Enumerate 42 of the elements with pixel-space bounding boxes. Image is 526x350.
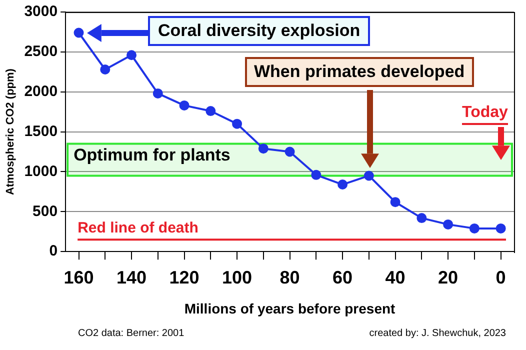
x-tick-label: 160 <box>64 267 94 288</box>
point <box>284 146 295 157</box>
point <box>364 170 374 181</box>
x-tick-label: 40 <box>385 267 406 288</box>
annotation: Coral diversity explosion <box>148 16 370 46</box>
x-tick-label: 140 <box>116 267 147 288</box>
point <box>443 219 454 230</box>
point <box>152 88 163 98</box>
annotation: When primates developed <box>245 57 474 87</box>
text: created by: J. Shewchuk, 2023 <box>369 328 506 339</box>
point <box>258 144 268 154</box>
point <box>469 223 480 234</box>
point <box>416 213 427 224</box>
y-tick-label: 1500 <box>24 122 58 140</box>
y-tick-label: 2500 <box>24 43 58 60</box>
y-tick-label: 3000 <box>24 3 58 20</box>
text: CO2 data: Berner: 2001 <box>78 328 184 339</box>
x-axis-title: Millions of years before present <box>184 300 396 316</box>
point <box>338 180 348 190</box>
ref-line-label: Red line of death <box>78 219 198 236</box>
point <box>232 118 242 129</box>
x-tick-label: 0 <box>496 267 506 288</box>
y-axis-title: Atmospheric CO2 (ppm) <box>4 68 17 196</box>
y-tick-label: 1000 <box>24 162 58 180</box>
x-tick-label: 80 <box>280 267 300 288</box>
y-tick-label: 500 <box>32 202 58 220</box>
y-tick-label: 0 <box>49 242 58 260</box>
x-tick-label: 100 <box>222 267 252 288</box>
point <box>126 50 137 60</box>
annotation: Today <box>462 104 508 125</box>
point <box>390 197 400 208</box>
point <box>179 100 190 110</box>
point <box>496 223 506 234</box>
band-label: Optimum for plants <box>74 145 230 164</box>
point <box>74 28 84 38</box>
point <box>100 64 110 75</box>
point <box>311 170 322 180</box>
x-tick-label: 120 <box>169 267 200 288</box>
x-tick-label: 20 <box>438 267 458 288</box>
x-tick-label: 60 <box>332 267 353 288</box>
y-tick-label: 2000 <box>24 83 58 100</box>
point <box>206 106 216 116</box>
